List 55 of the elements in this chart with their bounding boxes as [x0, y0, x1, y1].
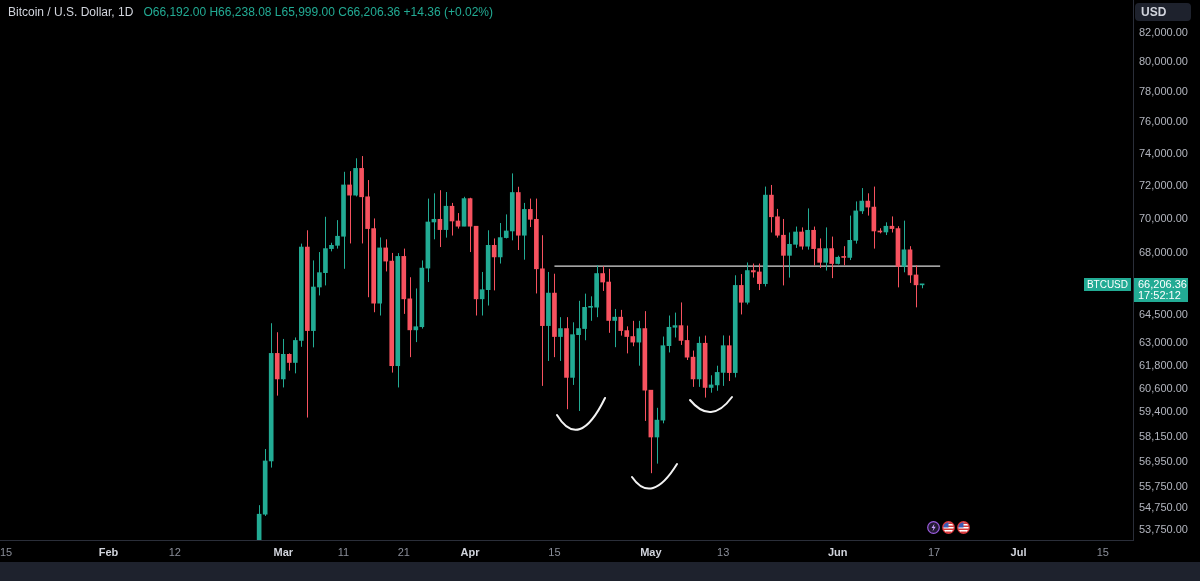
candlestick — [799, 226, 804, 251]
text: 17:52:12 — [1138, 288, 1181, 301]
y-tick-label: 56,950.00 — [1139, 455, 1188, 468]
y-tick-label: 61,800.00 — [1139, 358, 1188, 371]
y-tick-label: 58,150.00 — [1139, 430, 1188, 443]
y-tick-label: 68,000.00 — [1139, 246, 1188, 259]
y-tick-label: 54,750.00 — [1139, 501, 1188, 514]
x-tick-label: 21 — [397, 545, 410, 558]
y-tick-label: 64,500.00 — [1139, 308, 1188, 321]
x-tick-label: Jun — [827, 545, 848, 558]
candlestick — [383, 238, 389, 272]
chart-subtitle: O66,192.00 H66,238.08 L65,999.00 C66,206.36 +14.36 (+0.02%) — [143, 5, 494, 20]
annotation: BTCUSD — [1083, 277, 1131, 291]
x-tick-label: 15 — [548, 545, 561, 558]
y-tick-label: 55,750.00 — [1139, 480, 1188, 493]
candlestick — [805, 207, 810, 251]
x-tick-label: 11 — [337, 545, 350, 558]
y-tick-label: 72,000.00 — [1139, 178, 1188, 191]
candlestick — [859, 187, 865, 215]
chart-title: Bitcoin / U.S. Dollar, 1D — [8, 5, 134, 20]
candlestick — [558, 316, 563, 362]
candlestick — [491, 237, 497, 291]
y-tick-label: 60,600.00 — [1139, 381, 1188, 394]
y-tick-label: 76,000.00 — [1139, 115, 1188, 128]
x-tick-label: Feb — [98, 545, 119, 558]
x-tick-label: 12 — [168, 545, 181, 558]
y-axis-title: USD — [1135, 3, 1191, 21]
x-tick-label: 15 — [0, 545, 13, 558]
candlestick — [901, 220, 907, 273]
y-tick-label: 53,750.00 — [1139, 523, 1188, 536]
y-tick-label: 59,400.00 — [1139, 405, 1188, 418]
candlestick — [841, 245, 847, 266]
y-tick-label: 63,000.00 — [1139, 336, 1188, 349]
candlestick — [738, 273, 744, 315]
candlestick — [672, 312, 678, 338]
candlestick — [823, 226, 828, 272]
candlestick — [612, 308, 618, 348]
candlestick — [600, 265, 605, 292]
y-tick-label: 82,000.00 — [1139, 25, 1188, 38]
x-tick-label: Apr — [460, 545, 481, 558]
x-tick-label: 13 — [717, 545, 730, 558]
x-tick-label: Jul — [1010, 545, 1027, 558]
x-tick-label: Mar — [273, 545, 294, 558]
x-tick-label: May — [640, 545, 663, 558]
x-tick-label: 17 — [928, 545, 941, 558]
y-tick-label: 78,000.00 — [1139, 84, 1188, 97]
x-tick-label: 15 — [1096, 545, 1109, 558]
candlestick — [829, 236, 834, 279]
y-tick-label: 80,000.00 — [1139, 54, 1188, 67]
candlestick — [757, 263, 762, 291]
y-tick-label: 70,000.00 — [1139, 211, 1188, 224]
text: 66,206.36 — [1138, 277, 1188, 290]
candlestick — [347, 170, 352, 244]
candlestick — [636, 320, 642, 367]
y-tick-label: 74,000.00 — [1139, 146, 1188, 159]
